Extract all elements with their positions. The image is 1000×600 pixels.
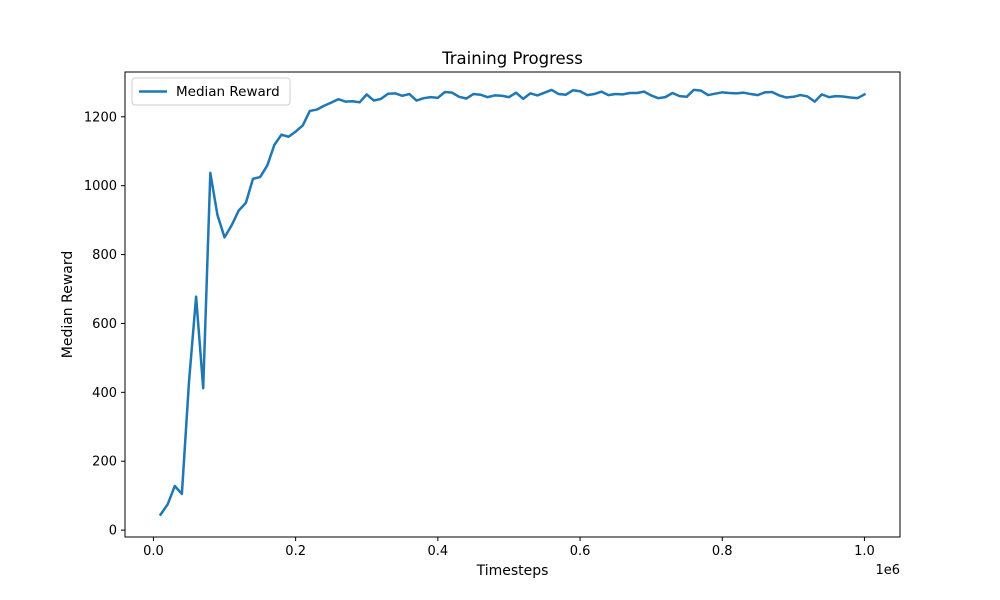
y-tick-label: 1000 (84, 179, 117, 194)
x-axis-offset-label: 1e6 (875, 563, 900, 578)
series-line-0 (158, 88, 867, 517)
y-tick-label: 0 (109, 524, 117, 539)
x-tick-label: 0.6 (570, 544, 591, 559)
x-tick-label: 0.4 (428, 544, 449, 559)
legend-label-median-reward: Median Reward (176, 84, 280, 100)
y-tick-label: 1200 (84, 110, 117, 125)
plot-area (125, 72, 900, 537)
y-tick-label: 400 (92, 386, 117, 401)
y-tick-label: 200 (92, 455, 117, 470)
legend: Median Reward (131, 77, 291, 106)
plot-frame (124, 71, 901, 538)
x-tick-label: 0.2 (285, 544, 306, 559)
chart-title: Training Progress (441, 49, 583, 68)
y-axis-ticks: 0 200 400 600 800 1000 1200 (84, 110, 125, 539)
y-tick-label: 800 (92, 248, 117, 263)
x-tick-label: 0.0 (143, 544, 164, 559)
x-axis-ticks: 0.0 0.2 0.4 0.6 0.8 1.0 (143, 537, 875, 559)
x-tick-label: 0.8 (712, 544, 733, 559)
series-layer (158, 88, 867, 517)
y-axis-label: Median Reward (60, 251, 76, 359)
x-tick-label: 1.0 (854, 544, 875, 559)
legend-box (131, 77, 291, 106)
x-axis-label: Timesteps (476, 563, 549, 579)
y-tick-label: 600 (92, 317, 117, 332)
